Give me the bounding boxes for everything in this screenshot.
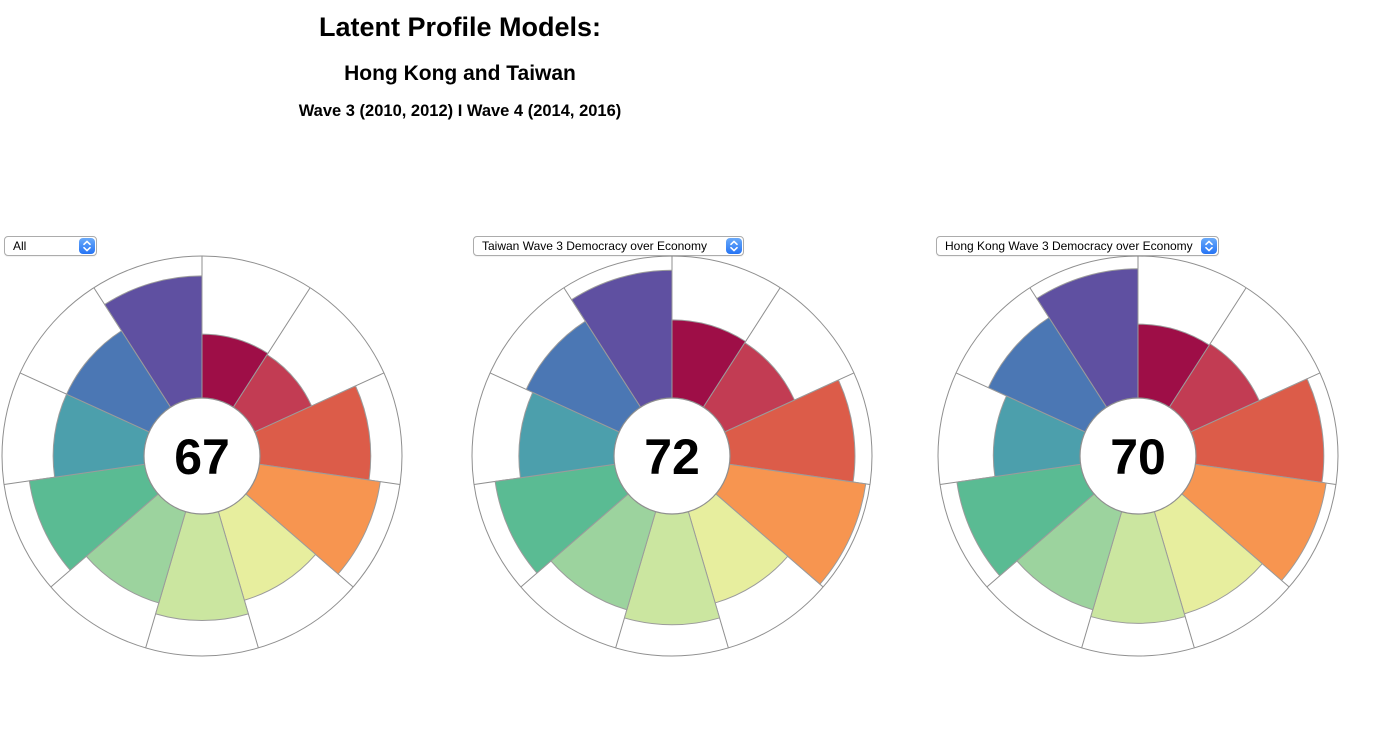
profile-select-3[interactable]: Hong Kong Wave 3 Democracy over Economy [936, 236, 1219, 256]
score-circle [143, 397, 261, 515]
title-line-2: Hong Kong and Taiwan [344, 62, 576, 85]
aster-plot-3: 70 [937, 255, 1339, 657]
profile-select-2[interactable]: Taiwan Wave 3 Democracy over Economy [473, 236, 744, 256]
center-score: 70 [1110, 429, 1166, 485]
select-chevrons-icon [1201, 238, 1217, 254]
aster-plot-1: 67 [1, 255, 403, 657]
center-score: 67 [174, 429, 230, 485]
select-chevrons-icon [726, 238, 742, 254]
profile-select-1-value: All [13, 239, 27, 253]
profile-select-3-value: Hong Kong Wave 3 Democracy over Economy [945, 239, 1193, 253]
select-chevrons-icon [79, 238, 95, 254]
profile-select-2-value: Taiwan Wave 3 Democracy over Economy [482, 239, 707, 253]
page-title: Latent Profile Models: Hong Kong and Tai… [150, 0, 770, 140]
score-circle [1079, 397, 1197, 515]
profile-select-1[interactable]: All [4, 236, 97, 256]
center-score: 72 [644, 429, 700, 485]
title-line-3: Wave 3 (2010, 2012) I Wave 4 (2014, 2016… [298, 102, 622, 120]
title-line-1: Latent Profile Models: [318, 12, 602, 42]
aster-plot-2: 72 [471, 255, 873, 657]
score-circle [613, 397, 731, 515]
